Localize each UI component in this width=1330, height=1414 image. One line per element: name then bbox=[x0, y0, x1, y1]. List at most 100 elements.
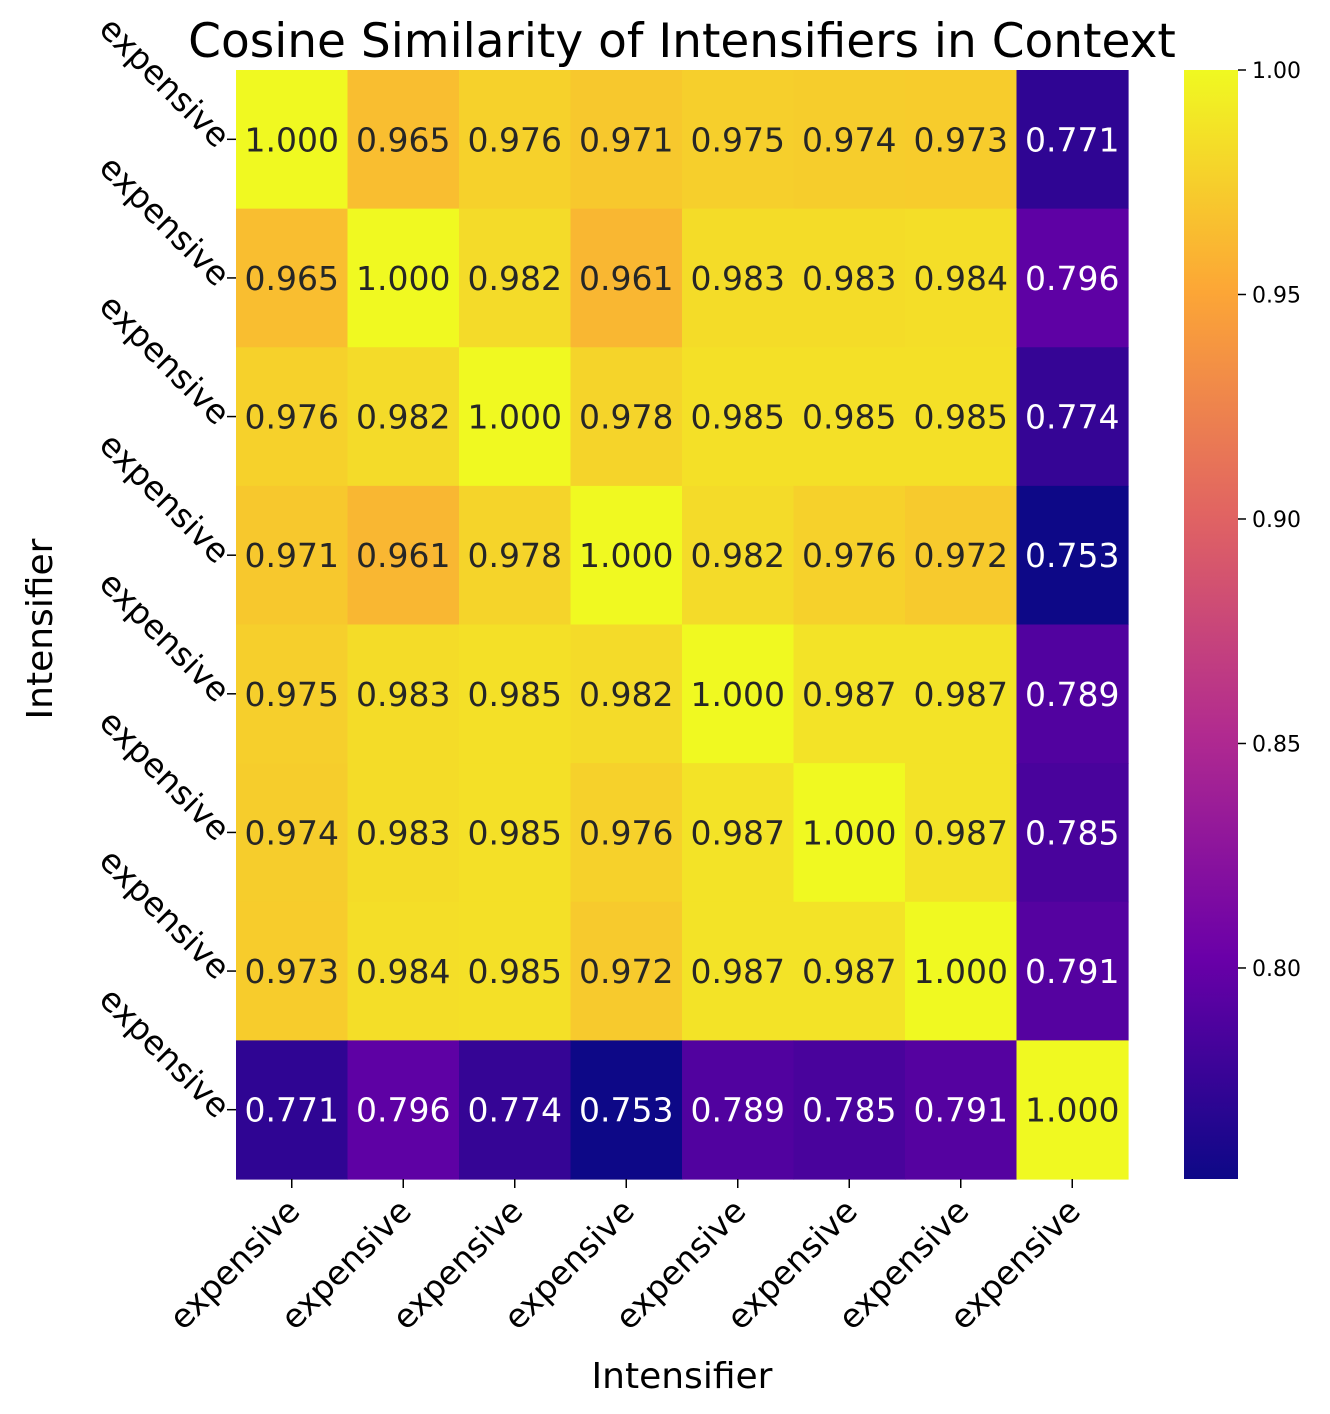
heatmap-cell bbox=[793, 485, 906, 626]
y-tick-label: expensive bbox=[92, 702, 238, 848]
cell-value-label: 0.753 bbox=[1025, 536, 1119, 575]
cell-value-label: 0.771 bbox=[245, 1091, 339, 1130]
colorbar-tick-label: 0.95 bbox=[1252, 283, 1301, 308]
cell-value-label: 0.983 bbox=[802, 259, 896, 298]
cell-value-label: 0.985 bbox=[802, 398, 896, 437]
heatmap-cell bbox=[347, 763, 460, 903]
colorbar-gradient bbox=[1184, 70, 1238, 1179]
heatmap-cell bbox=[570, 347, 683, 487]
cell-value-label: 0.983 bbox=[356, 813, 450, 852]
y-tick-label: expensive bbox=[92, 147, 238, 293]
cell-value-label: 0.774 bbox=[1025, 398, 1119, 437]
heatmap-cell bbox=[905, 763, 1018, 903]
heatmap-cell bbox=[905, 347, 1018, 487]
cell-value-label: 0.965 bbox=[356, 120, 450, 159]
cell-value-label: 0.987 bbox=[691, 952, 785, 991]
cell-value-label: 1.000 bbox=[468, 398, 562, 437]
cell-value-label: 1.000 bbox=[802, 813, 896, 852]
heatmap-cell bbox=[236, 70, 349, 210]
heatmap-cell bbox=[570, 901, 683, 1041]
colorbar-tick-label: 0.80 bbox=[1252, 957, 1301, 982]
heatmap-cell bbox=[682, 624, 795, 764]
cell-value-label: 0.753 bbox=[579, 1091, 673, 1130]
cell-value-label: 0.971 bbox=[245, 536, 339, 575]
heatmap-cell bbox=[793, 763, 906, 903]
heatmap-cell bbox=[347, 1040, 460, 1180]
y-tick-label: expensive bbox=[92, 425, 238, 571]
heatmap-cell bbox=[682, 70, 795, 210]
cell-value-label: 0.774 bbox=[468, 1091, 562, 1130]
y-tick-label: expensive bbox=[92, 841, 238, 987]
heatmap-cell bbox=[347, 485, 460, 626]
heatmap-cell bbox=[570, 208, 683, 348]
cell-value-label: 0.984 bbox=[914, 259, 1008, 298]
heatmap-cell bbox=[793, 208, 906, 348]
cell-value-label: 0.987 bbox=[802, 675, 896, 714]
cell-value-label: 0.983 bbox=[691, 259, 785, 298]
cell-value-label: 0.987 bbox=[914, 813, 1008, 852]
y-tick-label: expensive bbox=[92, 979, 238, 1125]
heatmap-cell bbox=[793, 624, 906, 764]
heatmap-cell bbox=[1016, 901, 1129, 1041]
cell-value-label: 0.982 bbox=[468, 259, 562, 298]
heatmap-cell bbox=[236, 763, 349, 903]
heatmap-cell bbox=[1016, 347, 1129, 487]
cell-value-label: 0.983 bbox=[356, 675, 450, 714]
heatmap-cell bbox=[682, 763, 795, 903]
heatmap-cell bbox=[236, 485, 349, 626]
heatmap-cell bbox=[459, 1040, 572, 1180]
heatmap-cell bbox=[347, 70, 460, 210]
y-axis-ticks: expensiveexpensiveexpensiveexpensiveexpe… bbox=[92, 9, 238, 1125]
heatmap-cell bbox=[905, 485, 1018, 626]
heatmap-cell bbox=[570, 763, 683, 903]
heatmap-cell bbox=[347, 901, 460, 1041]
cell-value-label: 0.978 bbox=[468, 536, 562, 575]
cell-value-label: 0.985 bbox=[914, 398, 1008, 437]
heatmap-cell bbox=[1016, 1040, 1129, 1180]
heatmap-cell bbox=[682, 901, 795, 1041]
heatmap-cells: 1.000 0.965 0.976 0.971 0.975 0.974 0.973 0.771… bbox=[236, 70, 1129, 1180]
heatmap-cell bbox=[459, 624, 572, 764]
cell-value-label: 1.000 bbox=[914, 952, 1008, 991]
cell-value-label: 0.961 bbox=[356, 536, 450, 575]
cell-value-label: 0.796 bbox=[356, 1091, 450, 1130]
cell-value-label: 0.976 bbox=[468, 120, 562, 159]
cell-value-label: 0.785 bbox=[802, 1091, 896, 1130]
heatmap-cell bbox=[682, 1040, 795, 1180]
chart-title: Cosine Similarity of Intensifiers in Con… bbox=[188, 14, 1176, 69]
cell-value-label: 0.976 bbox=[802, 536, 896, 575]
heatmap-cell bbox=[793, 1040, 906, 1180]
heatmap-cell bbox=[236, 901, 349, 1041]
heatmap-cell bbox=[1016, 624, 1129, 764]
cell-value-label: 0.982 bbox=[579, 675, 673, 714]
cell-value-label: 1.000 bbox=[245, 120, 339, 159]
heatmap-cell bbox=[1016, 763, 1129, 903]
heatmap-cell bbox=[459, 70, 572, 210]
heatmap-cell bbox=[682, 347, 795, 487]
cell-value-label: 0.965 bbox=[245, 259, 339, 298]
heatmap-cell bbox=[459, 208, 572, 348]
heatmap-cell bbox=[905, 901, 1018, 1041]
cell-value-label: 1.000 bbox=[1025, 1091, 1119, 1130]
heatmap-cell bbox=[236, 624, 349, 764]
cell-value-label: 1.000 bbox=[356, 259, 450, 298]
cell-value-label: 0.796 bbox=[1025, 259, 1119, 298]
cell-value-label: 0.987 bbox=[691, 813, 785, 852]
cell-value-label: 0.785 bbox=[1025, 813, 1119, 852]
heatmap-cell bbox=[905, 1040, 1018, 1180]
cell-value-label: 0.791 bbox=[914, 1091, 1008, 1130]
cell-value-label: 0.984 bbox=[356, 952, 450, 991]
heatmap-cell bbox=[236, 347, 349, 487]
heatmap-cell bbox=[236, 1040, 349, 1180]
heatmap-cell bbox=[1016, 208, 1129, 348]
cell-value-label: 0.974 bbox=[245, 813, 339, 852]
cell-value-label: 0.987 bbox=[914, 675, 1008, 714]
cell-value-label: 0.985 bbox=[691, 398, 785, 437]
cell-value-label: 0.789 bbox=[691, 1091, 785, 1130]
heatmap-cell bbox=[793, 347, 906, 487]
y-axis-label: Intensifier bbox=[20, 538, 61, 719]
cell-value-label: 0.982 bbox=[691, 536, 785, 575]
cell-value-label: 0.982 bbox=[356, 398, 450, 437]
colorbar-tick-label: 1.00 bbox=[1252, 59, 1301, 84]
colorbar-tick-label: 0.85 bbox=[1252, 732, 1301, 757]
